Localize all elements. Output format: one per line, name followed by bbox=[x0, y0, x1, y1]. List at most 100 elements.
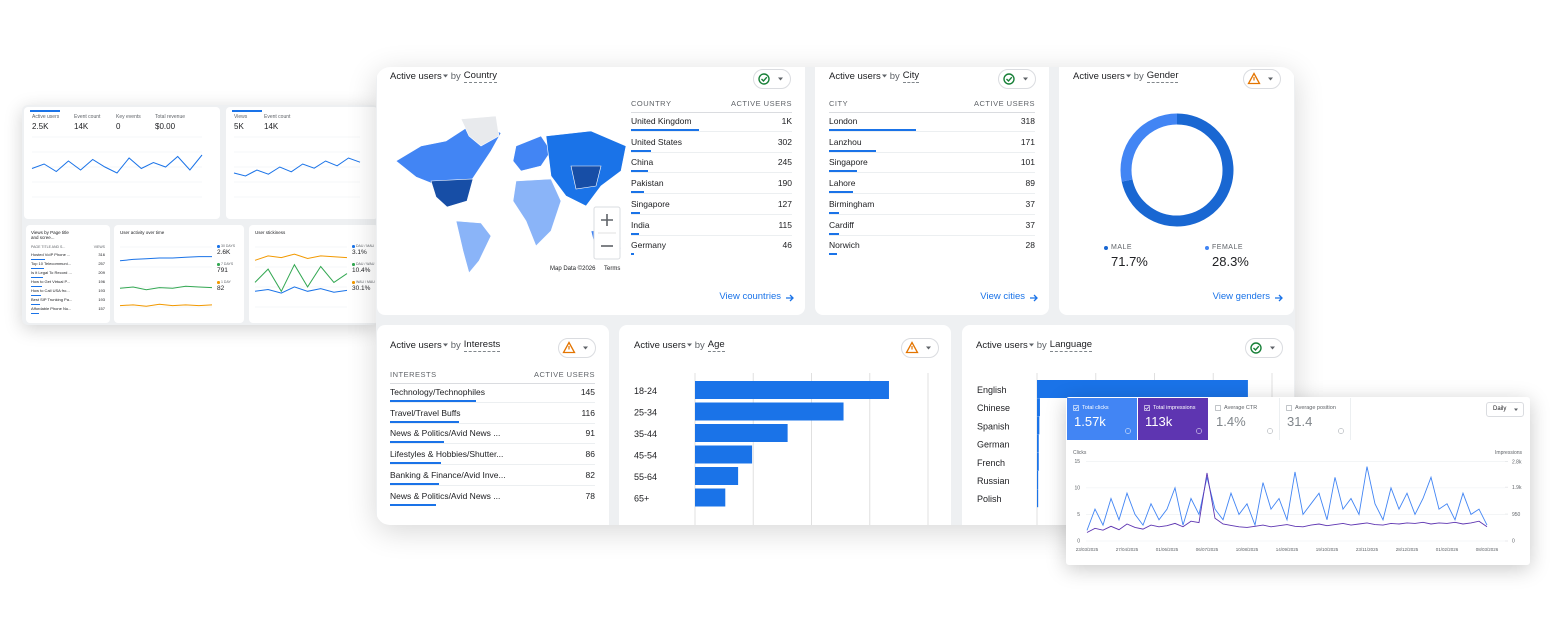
selected-tab bbox=[232, 110, 262, 112]
row-rule bbox=[631, 213, 792, 215]
category-label: 45-54 bbox=[634, 451, 657, 461]
row-name: Birmingham bbox=[829, 198, 875, 209]
row-bar bbox=[631, 211, 640, 214]
card-title: Active users by Gender bbox=[1073, 70, 1179, 83]
caret bbox=[1268, 77, 1273, 81]
category-label: 35-44 bbox=[634, 429, 657, 439]
by-word: by bbox=[450, 70, 461, 82]
bar bbox=[695, 424, 788, 442]
row-name: Lanzhou bbox=[829, 136, 862, 147]
dropdown-caret bbox=[881, 74, 887, 78]
help-circle bbox=[1125, 428, 1131, 434]
row-name: Lifestyles & Hobbies/Shutter... bbox=[390, 449, 504, 460]
bar bbox=[695, 488, 726, 507]
help-icon bbox=[1338, 428, 1344, 434]
legend-value: 791 bbox=[217, 267, 228, 274]
column-header: INTERESTS bbox=[390, 370, 437, 379]
zoom-control bbox=[593, 206, 621, 260]
metric-label: Views bbox=[234, 114, 248, 120]
card-title: User stickiness bbox=[255, 230, 286, 235]
row-bar bbox=[31, 294, 41, 296]
row-rule bbox=[829, 151, 1035, 153]
row-value: 193 bbox=[98, 288, 105, 293]
checkbox-check bbox=[1074, 406, 1079, 410]
row-value: 116 bbox=[581, 407, 595, 418]
row-bar bbox=[829, 129, 916, 131]
bar bbox=[1037, 471, 1039, 489]
row-name: News & Politics/Avid News ... bbox=[390, 428, 501, 439]
row-bar bbox=[31, 267, 44, 269]
trend-line bbox=[119, 285, 213, 291]
legend-name: 7 DAYS bbox=[221, 262, 234, 266]
caret bbox=[1028, 343, 1034, 347]
link-arrow bbox=[1275, 294, 1283, 302]
bar bbox=[1037, 416, 1040, 435]
row-rule bbox=[390, 402, 595, 403]
by-word: by bbox=[1036, 339, 1047, 351]
column-header: VIEWS bbox=[93, 245, 105, 249]
legend-name: 1 DAY bbox=[221, 280, 231, 284]
row-rule bbox=[631, 193, 792, 195]
period-dropdown: Daily bbox=[1486, 402, 1524, 417]
metric-tile: Average position 31.4 bbox=[1280, 398, 1351, 440]
trend-chart bbox=[119, 246, 213, 308]
ok-icon bbox=[1003, 73, 1015, 85]
column-header: PAGE TITLE AND S... bbox=[31, 245, 66, 249]
y2-tick-label: 0 bbox=[1512, 539, 1515, 545]
dimension: Language bbox=[1049, 339, 1093, 352]
legend-value: 28.3% bbox=[1212, 254, 1249, 269]
row-name: China bbox=[631, 157, 654, 168]
row-rule bbox=[631, 131, 792, 132]
row-name: United States bbox=[631, 136, 683, 147]
help-icon bbox=[1125, 428, 1131, 434]
row-bar bbox=[390, 462, 442, 465]
row-name: London bbox=[829, 116, 858, 126]
ok-check bbox=[1006, 76, 1013, 83]
row-bar bbox=[390, 503, 437, 506]
trend-line bbox=[119, 256, 212, 262]
row-value: 196 bbox=[98, 279, 105, 284]
column-header: ACTIVE USERS bbox=[973, 99, 1035, 108]
metric-name: Total clicks bbox=[1082, 405, 1109, 411]
ok-check bbox=[1253, 345, 1260, 352]
bar bbox=[1037, 489, 1039, 508]
view-link: View genders bbox=[1212, 291, 1270, 302]
donut-segment bbox=[1120, 113, 1178, 182]
map-terms: Terms bbox=[604, 266, 621, 272]
bar bbox=[1037, 380, 1248, 398]
metric-label: Event count bbox=[74, 114, 101, 120]
row-value: 89 bbox=[1025, 178, 1035, 189]
map-credit: Map Data ©2026 bbox=[550, 266, 596, 272]
header-rule bbox=[829, 112, 1035, 113]
card-title: Active users by Interests bbox=[390, 339, 501, 352]
row-rule bbox=[631, 172, 792, 174]
caret bbox=[1270, 346, 1275, 350]
x-tick-label: 14/09/2025 bbox=[1276, 547, 1299, 552]
bar bbox=[695, 467, 739, 485]
age-card: Active users by Age 18-24 25-34 35-44 45-54 55-… bbox=[619, 325, 951, 525]
by-word: by bbox=[450, 339, 461, 351]
checkbox bbox=[1144, 405, 1151, 412]
metric-label: Active users bbox=[32, 114, 60, 120]
legend-swatch bbox=[217, 263, 220, 266]
metric-label: Key events bbox=[116, 114, 141, 120]
category-label: 25-34 bbox=[634, 408, 657, 418]
card-title: Active users by Country bbox=[390, 70, 498, 83]
checkbox-box bbox=[1073, 405, 1080, 412]
legend-value: 10.4% bbox=[352, 267, 371, 274]
row-bar bbox=[829, 253, 837, 256]
row-rule bbox=[631, 234, 792, 236]
gender-card: Active users by Gender MALE 71.7% FEMALE 28.3%… bbox=[1059, 67, 1294, 315]
dropdown-caret bbox=[1125, 74, 1131, 78]
row-rule bbox=[390, 443, 595, 445]
map-region bbox=[512, 178, 562, 247]
status-badge bbox=[1245, 338, 1283, 358]
checkbox bbox=[1286, 405, 1293, 412]
ok-check bbox=[761, 76, 768, 83]
link-arrow bbox=[1030, 294, 1038, 302]
metric-value: 14K bbox=[264, 122, 279, 131]
row-value: 316 bbox=[98, 252, 105, 257]
trend-line bbox=[31, 154, 203, 174]
bar bbox=[695, 402, 844, 421]
row-value: 78 bbox=[585, 490, 595, 501]
